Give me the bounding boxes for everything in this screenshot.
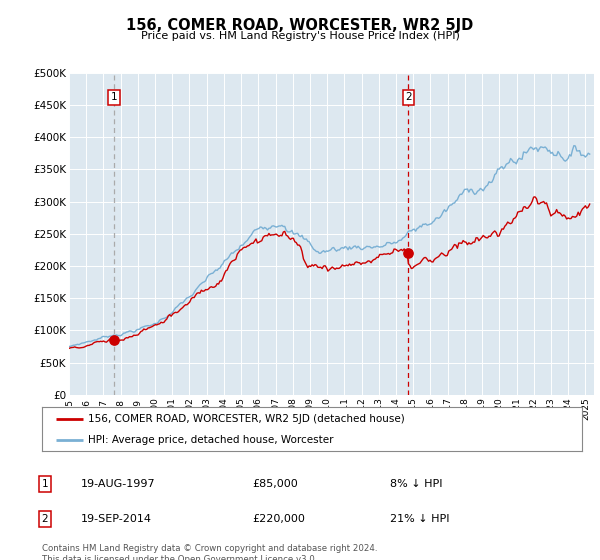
Text: 8% ↓ HPI: 8% ↓ HPI [390, 479, 443, 489]
Text: 156, COMER ROAD, WORCESTER, WR2 5JD (detached house): 156, COMER ROAD, WORCESTER, WR2 5JD (det… [88, 414, 404, 424]
Point [109, 335, 119, 344]
Text: £85,000: £85,000 [252, 479, 298, 489]
Text: 2: 2 [41, 514, 49, 524]
Text: 1: 1 [111, 92, 118, 102]
Text: 19-AUG-1997: 19-AUG-1997 [81, 479, 155, 489]
Text: 1: 1 [41, 479, 49, 489]
Text: 156, COMER ROAD, WORCESTER, WR2 5JD: 156, COMER ROAD, WORCESTER, WR2 5JD [127, 18, 473, 33]
Text: Price paid vs. HM Land Registry's House Price Index (HPI): Price paid vs. HM Land Registry's House … [140, 31, 460, 41]
Text: £220,000: £220,000 [252, 514, 305, 524]
Text: HPI: Average price, detached house, Worcester: HPI: Average price, detached house, Worc… [88, 435, 334, 445]
Text: Contains HM Land Registry data © Crown copyright and database right 2024.
This d: Contains HM Land Registry data © Crown c… [42, 544, 377, 560]
Text: 21% ↓ HPI: 21% ↓ HPI [390, 514, 449, 524]
Text: 2: 2 [405, 92, 412, 102]
Text: 19-SEP-2014: 19-SEP-2014 [81, 514, 152, 524]
Point [404, 249, 413, 258]
